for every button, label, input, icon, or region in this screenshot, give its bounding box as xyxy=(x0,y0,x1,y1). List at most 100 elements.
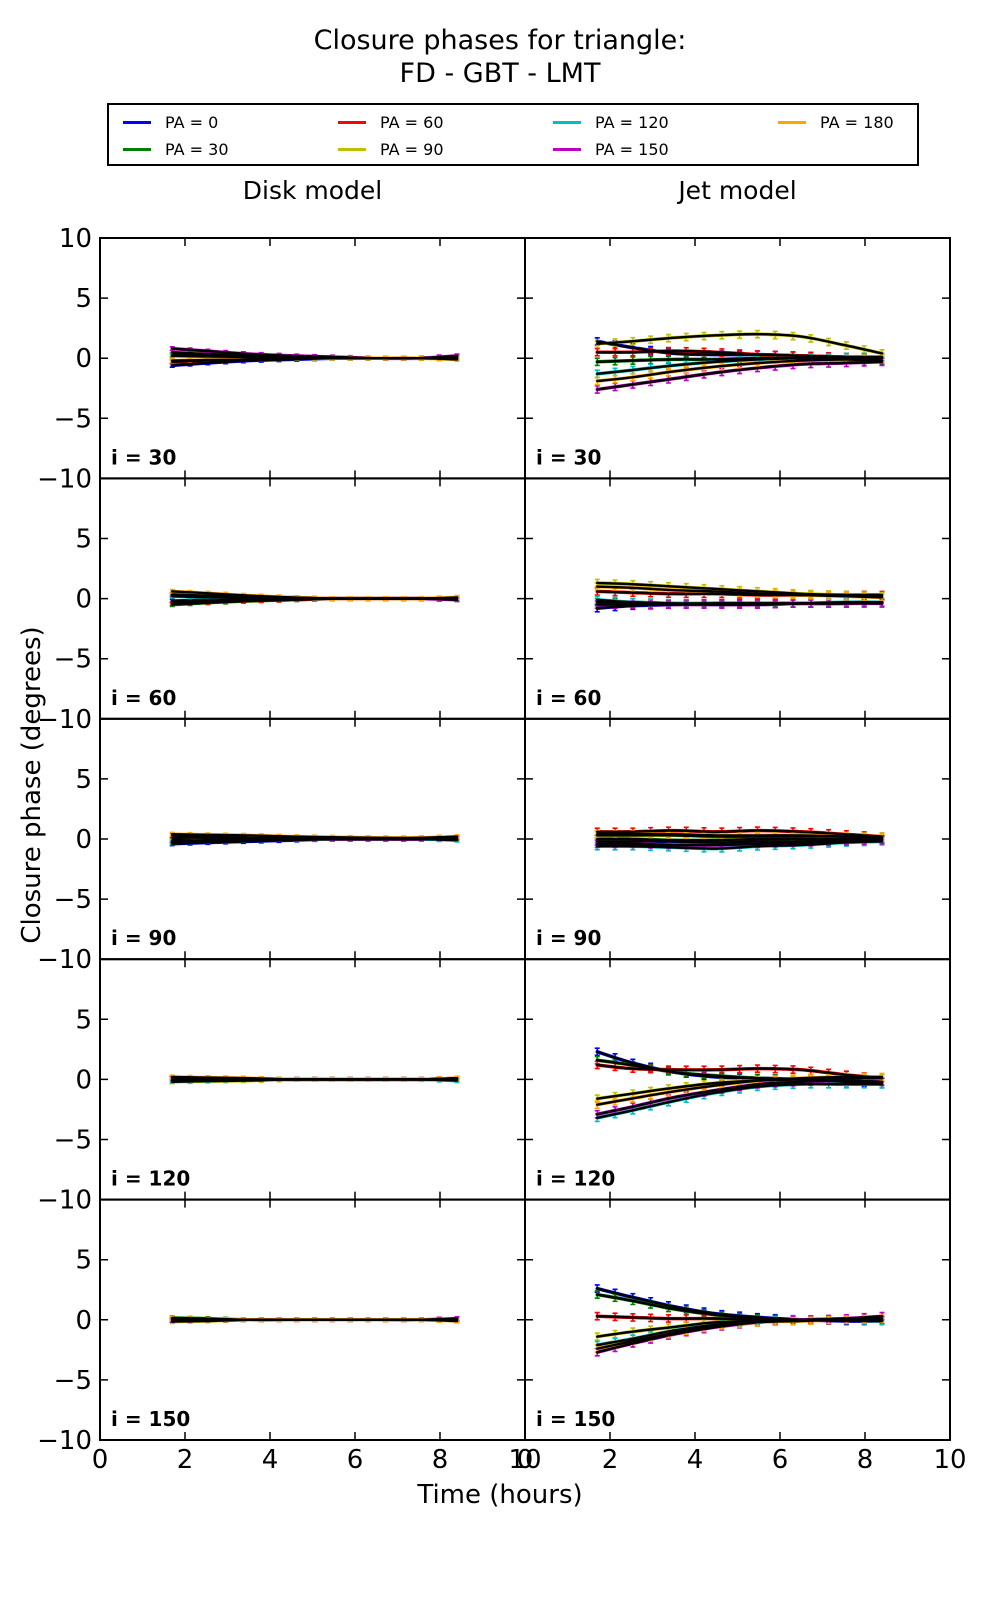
legend-label-pa-60: PA = 60 xyxy=(380,112,444,132)
subplot-disk-i=120: i = 120 xyxy=(99,958,526,1201)
fit-line xyxy=(171,832,459,840)
legend-swatch-pa-120 xyxy=(553,120,581,124)
legend-item-pa-60: PA = 60 xyxy=(338,109,444,135)
fit-line xyxy=(596,839,884,847)
y-tick-label: −5 xyxy=(54,645,92,675)
inclination-label: i = 60 xyxy=(111,686,176,710)
subplot-disk-i=150: i = 150 xyxy=(99,1198,526,1441)
fit-line xyxy=(171,1317,459,1323)
y-tick-labels: 10 5 0 −5 −10 5 0 −5 −10 5 0 −5 −10 5 0 −5 −10 5 0 −5 −10 xyxy=(37,224,92,1456)
fit-line xyxy=(171,590,459,600)
inclination-label: i = 120 xyxy=(111,1167,190,1191)
legend-item-pa-180: PA = 180 xyxy=(778,109,894,135)
legend-label-pa-150: PA = 150 xyxy=(595,139,669,159)
axis-ticks xyxy=(100,238,525,479)
y-tick-label: 5 xyxy=(75,765,92,795)
inclination-label: i = 90 xyxy=(111,926,176,950)
figure-title-line1: Closure phases for triangle: xyxy=(313,25,687,56)
subplot-jet-i=90: i = 90 xyxy=(524,717,951,961)
subplot-jet-i=60: i = 60 xyxy=(524,477,951,720)
subplot-disk-i=90: i = 90 xyxy=(99,717,526,961)
axis-ticks xyxy=(525,238,950,479)
x-tick-label: 0 xyxy=(92,1445,109,1475)
y-tick-label: −5 xyxy=(54,885,92,915)
legend-item-pa-30: PA = 30 xyxy=(123,136,229,162)
subplot-jet-i=150: i = 150 xyxy=(524,1198,951,1441)
y-tick-label: −5 xyxy=(54,1366,92,1396)
x-tick-label: 8 xyxy=(432,1445,449,1475)
axis-ticks xyxy=(525,959,950,1200)
y-tick-label: 10 xyxy=(59,224,92,254)
fit-line xyxy=(596,1075,884,1106)
axis-ticks xyxy=(100,478,525,719)
inclination-label: i = 60 xyxy=(536,686,601,710)
subplot-disk-i=60: i = 60 xyxy=(99,477,526,720)
axis-ticks xyxy=(525,478,950,719)
y-tick-label: −10 xyxy=(37,464,92,494)
x-tick-label: 10 xyxy=(933,1445,966,1475)
y-tick-label: 0 xyxy=(75,825,92,855)
column-title-jet-model: Jet model xyxy=(678,176,797,205)
x-tick-label: 8 xyxy=(857,1445,874,1475)
y-tick-label: −10 xyxy=(37,705,92,735)
fit-line xyxy=(596,332,884,355)
fit-line xyxy=(596,1076,884,1100)
x-tick-label: 4 xyxy=(687,1445,704,1475)
legend-swatch-pa-0 xyxy=(123,120,151,124)
y-tick-label: −5 xyxy=(54,404,92,434)
subplot-jet-i=30: i = 30 xyxy=(524,237,951,480)
legend-item-pa-90: PA = 90 xyxy=(338,136,444,162)
y-tick-label: 5 xyxy=(75,525,92,555)
x-axis-label: Time (hours) xyxy=(417,1480,583,1510)
figure-title-line2: FD - GBT - LMT xyxy=(399,58,601,89)
legend-item-pa-0: PA = 0 xyxy=(123,109,218,135)
x-tick-label: 6 xyxy=(347,1445,364,1475)
legend-label-pa-120: PA = 120 xyxy=(595,112,669,132)
y-tick-label: 5 xyxy=(75,284,92,314)
y-tick-label: 0 xyxy=(75,585,92,615)
legend-swatch-pa-180 xyxy=(778,120,806,124)
x-tick-label: 6 xyxy=(772,1445,789,1475)
legend-label-pa-90: PA = 90 xyxy=(380,139,444,159)
fit-line xyxy=(596,832,884,839)
subplot-disk-i=30: i = 30 xyxy=(99,237,526,480)
inclination-label: i = 90 xyxy=(536,926,601,950)
inclination-label: i = 150 xyxy=(111,1407,190,1431)
legend-item-pa-120: PA = 120 xyxy=(553,109,669,135)
y-tick-label: 0 xyxy=(75,1065,92,1095)
y-tick-label: 0 xyxy=(75,344,92,374)
fit-line xyxy=(596,1082,884,1120)
inclination-label: i = 30 xyxy=(536,445,601,469)
axis-ticks xyxy=(100,1199,525,1440)
legend-label-pa-30: PA = 30 xyxy=(165,139,229,159)
inclination-label: i = 120 xyxy=(536,1167,615,1191)
fit-line xyxy=(171,356,459,362)
y-tick-label: −10 xyxy=(37,1426,92,1456)
legend-swatch-pa-60 xyxy=(338,120,366,124)
y-tick-label: 0 xyxy=(75,1306,92,1336)
fit-line xyxy=(596,1317,884,1350)
fit-line xyxy=(596,360,884,391)
fit-line xyxy=(596,829,884,838)
x-tick-label: 10 xyxy=(508,1445,541,1475)
inclination-label: i = 30 xyxy=(111,445,176,469)
legend-item-pa-150: PA = 150 xyxy=(553,136,669,162)
legend-box: PA = 0 PA = 30 PA = 60 PA = 90 PA = 120 … xyxy=(107,103,919,166)
legend-swatch-pa-30 xyxy=(123,147,151,151)
x-tick-label: 0 xyxy=(517,1445,534,1475)
y-tick-label: 5 xyxy=(75,1005,92,1035)
axis-ticks xyxy=(100,718,525,960)
column-title-disk-model: Disk model xyxy=(242,176,383,205)
x-tick-labels: 0 2 4 6 8 100 2 4 6 8 10 xyxy=(92,1445,967,1475)
legend-swatch-pa-150 xyxy=(553,147,581,151)
fit-line xyxy=(596,585,884,599)
legend-swatch-pa-90 xyxy=(338,147,366,151)
y-axis-label: Closure phase (degrees) xyxy=(17,626,47,944)
fit-line xyxy=(596,1063,884,1080)
legend-label-pa-180: PA = 180 xyxy=(820,112,894,132)
inclination-label: i = 150 xyxy=(536,1407,615,1431)
figure-title: Closure phases for triangle: FD - GBT - … xyxy=(0,24,1000,90)
y-tick-label: −5 xyxy=(54,1126,92,1156)
